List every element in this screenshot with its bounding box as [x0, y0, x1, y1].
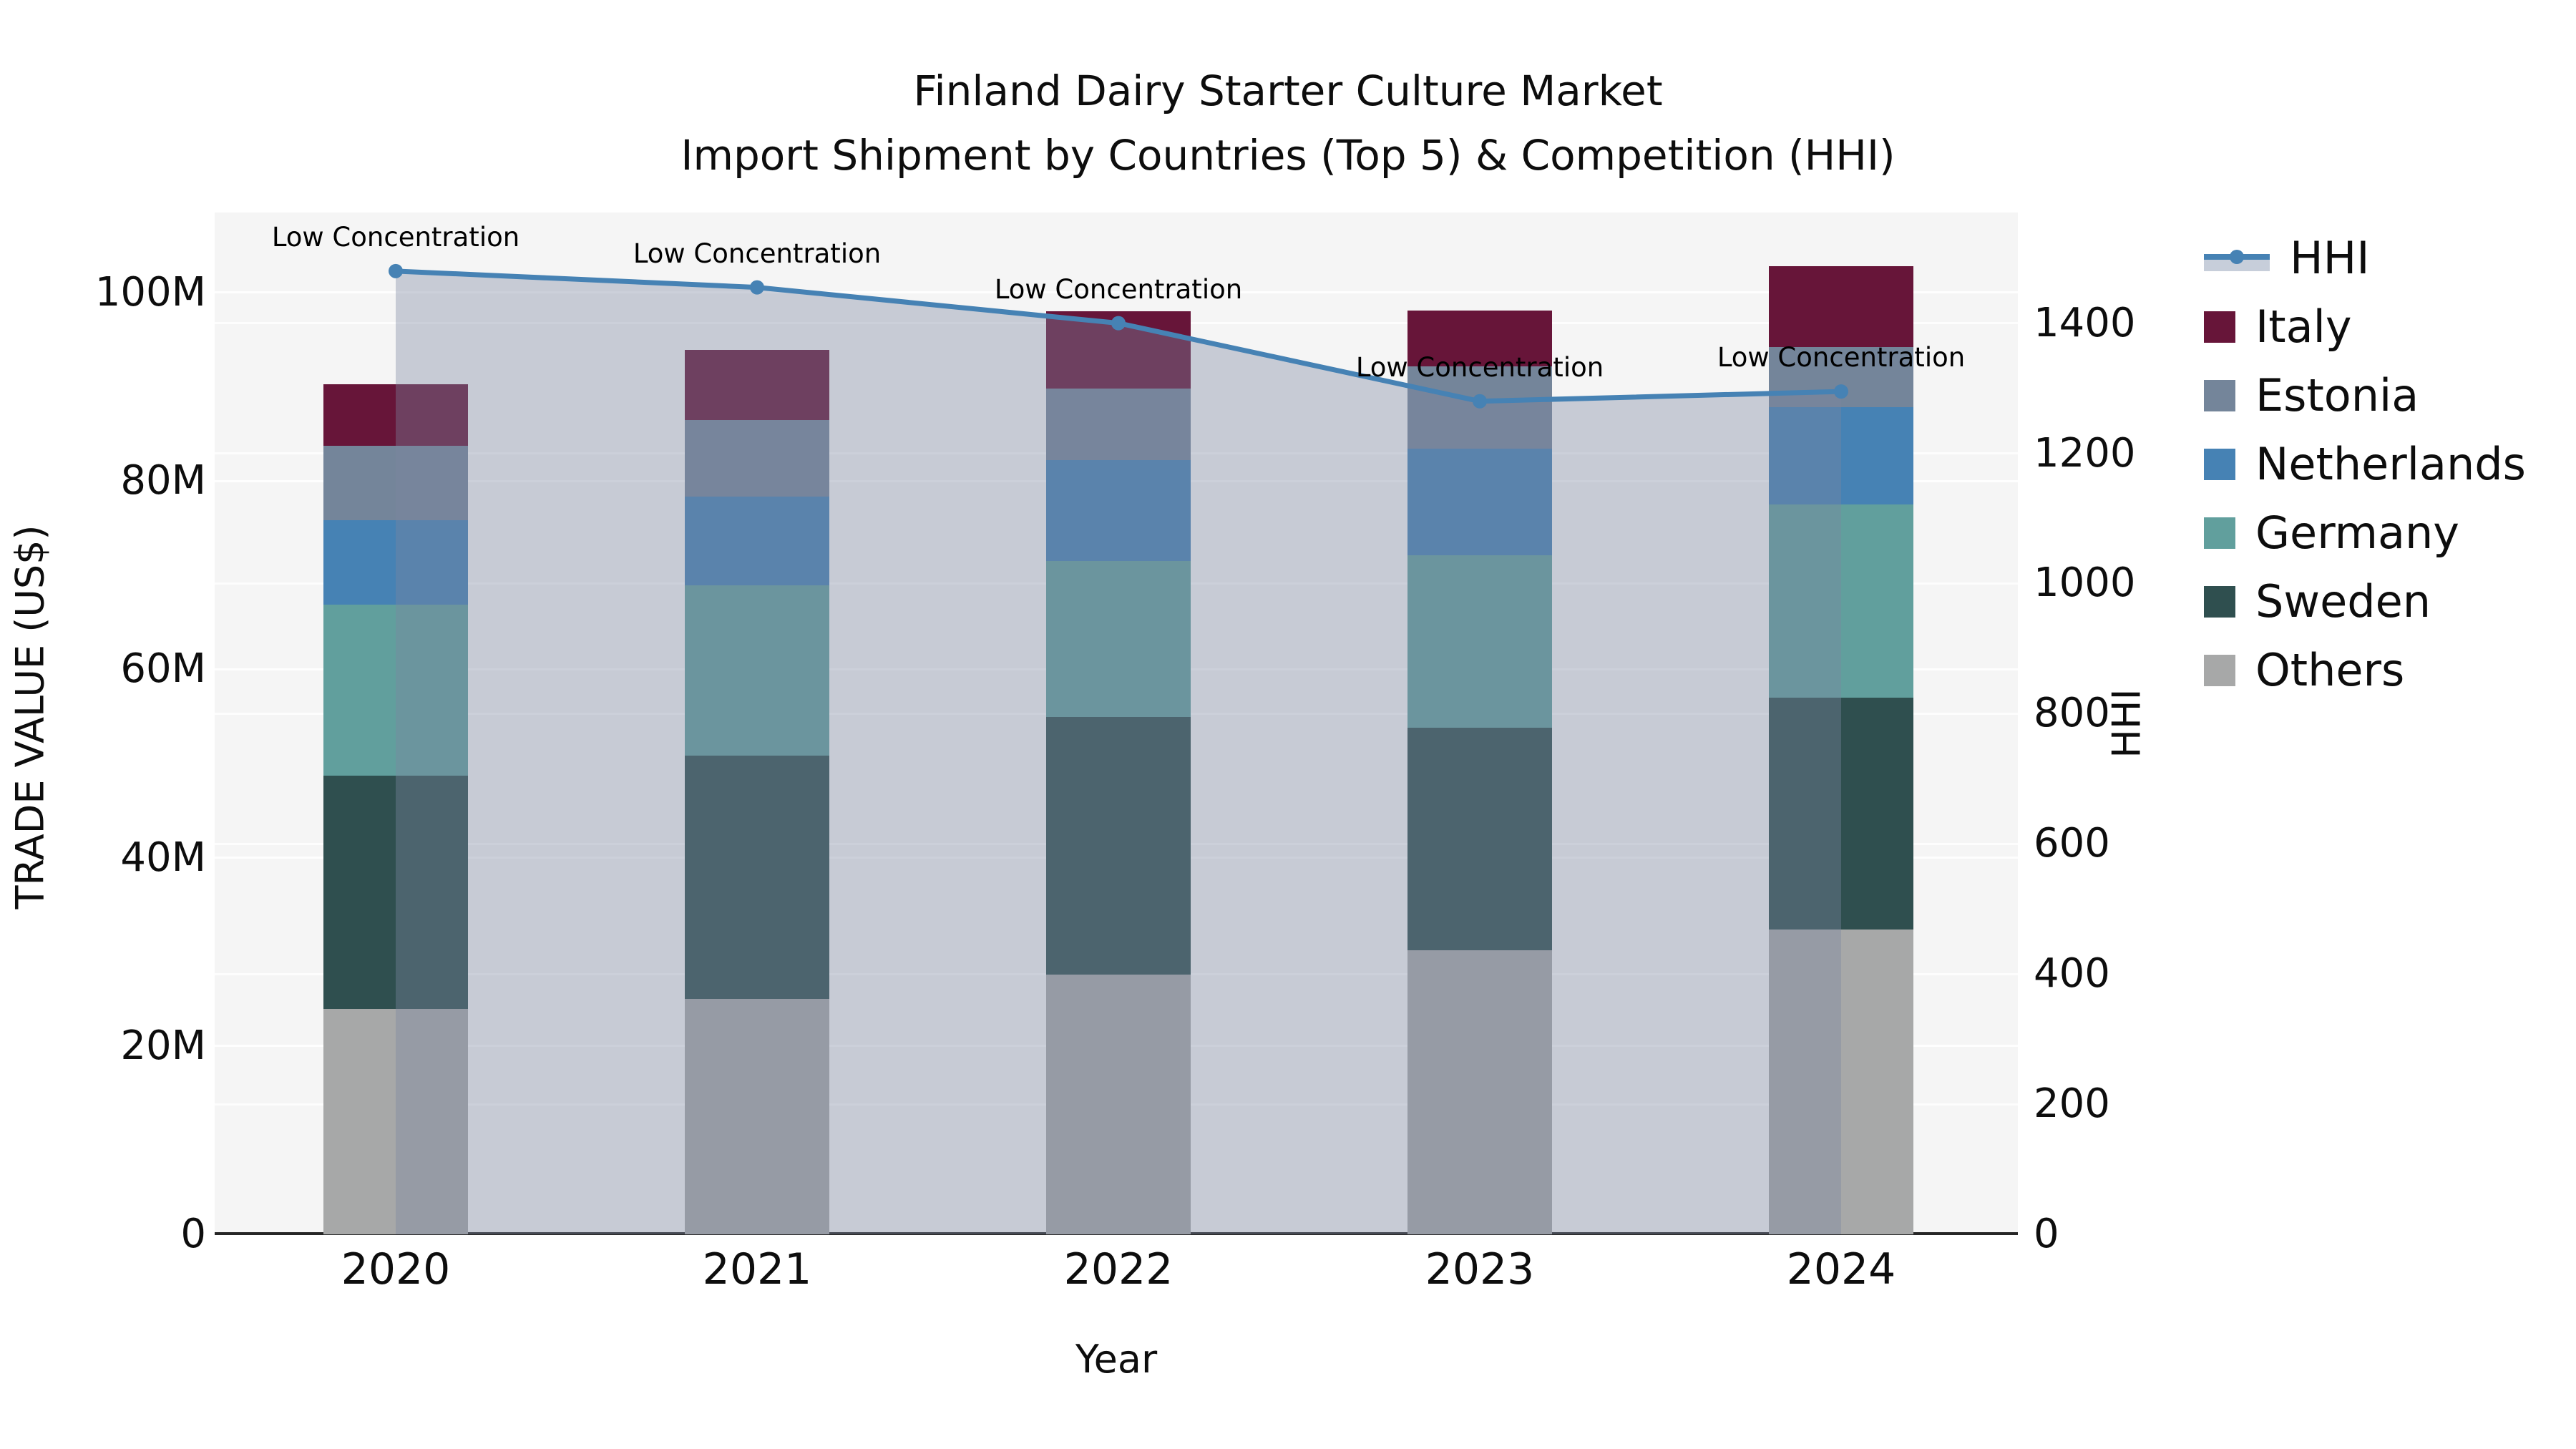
legend-label-hhi: HHI	[2290, 232, 2370, 284]
y-tick-left-60M: 60M	[120, 645, 206, 693]
bar-segment-others-2024	[1769, 929, 1913, 1234]
bar-segment-germany-2022	[1046, 560, 1191, 718]
legend-item-hhi: HHI	[2204, 232, 2576, 284]
hhi-area-fill	[396, 270, 1841, 1234]
y-tick-left-100M: 100M	[94, 268, 206, 316]
bar-segment-sweden-2024	[1769, 697, 1913, 930]
bar-segment-others-2023	[1407, 950, 1552, 1234]
annotation-low-concentration-2023: Low Concentration	[1355, 351, 1604, 383]
y-tick-right-600: 600	[2034, 820, 2110, 867]
y-tick-right-1400: 1400	[2034, 299, 2136, 346]
chart-title-line2: Import Shipment by Countries (Top 5) & C…	[680, 131, 1896, 180]
legend-swatch-estonia	[2204, 380, 2235, 411]
bar-segment-netherlands-2023	[1407, 449, 1552, 556]
annotation-low-concentration-2024: Low Concentration	[1717, 342, 1966, 374]
legend-swatch-others	[2204, 655, 2235, 686]
bar-segment-italy-2020	[323, 384, 468, 447]
y-tick-right-1200: 1200	[2034, 429, 2136, 477]
x-tick-2024: 2024	[1786, 1244, 1896, 1294]
legend-label-sweden: Sweden	[2255, 575, 2431, 628]
x-axis-label: Year	[1075, 1337, 1158, 1382]
x-tick-2022: 2022	[1063, 1244, 1174, 1294]
bar-segment-others-2021	[685, 998, 829, 1234]
hhi-line-icon	[2204, 243, 2270, 274]
chart-title-line1: Finland Dairy Starter Culture Market	[913, 67, 1663, 115]
legend-item-germany: Germany	[2204, 507, 2576, 559]
bar-segment-germany-2020	[323, 604, 468, 776]
y-tick-left-80M: 80M	[120, 457, 206, 504]
legend-item-italy: Italy	[2204, 301, 2576, 353]
hhi-marker-swatch	[2230, 250, 2244, 264]
x-tick-2021: 2021	[702, 1244, 812, 1294]
bar-segment-estonia-2022	[1046, 389, 1191, 461]
bar-segment-italy-2024	[1769, 266, 1913, 348]
legend: HHI Italy Estonia Netherlands Germany Sweden O…	[2204, 232, 2576, 717]
bar-segment-germany-2024	[1769, 504, 1913, 698]
hhi-line-layer	[389, 263, 1848, 1234]
y-tick-right-1000: 1000	[2034, 560, 2136, 607]
bar-segment-sweden-2023	[1407, 727, 1552, 950]
bar-segment-germany-2023	[1407, 555, 1552, 728]
legend-label-others: Others	[2255, 644, 2405, 696]
hhi-marker	[1834, 384, 1848, 399]
bar-segment-italy-2023	[1407, 310, 1552, 366]
legend-label-netherlands: Netherlands	[2255, 438, 2526, 490]
bar-segment-netherlands-2022	[1046, 460, 1191, 561]
bar-segment-estonia-2021	[685, 419, 829, 497]
legend-label-germany: Germany	[2255, 507, 2459, 559]
legend-swatch-netherlands	[2204, 449, 2235, 480]
hhi-marker	[1473, 394, 1487, 409]
bar-segment-italy-2021	[685, 350, 829, 420]
bar-segment-netherlands-2024	[1769, 407, 1913, 504]
y-tick-left-0: 0	[180, 1211, 206, 1257]
legend-swatch-sweden	[2204, 586, 2235, 618]
hhi-marker	[750, 280, 764, 295]
y-tick-left-20M: 20M	[120, 1022, 206, 1069]
bar-segment-sweden-2020	[323, 776, 468, 1010]
bar-segment-sweden-2022	[1046, 717, 1191, 975]
legend-label-estonia: Estonia	[2255, 369, 2419, 421]
y-tick-right-400: 400	[2034, 950, 2110, 997]
bar-segment-germany-2021	[685, 585, 829, 756]
bar-segment-estonia-2020	[323, 446, 468, 521]
legend-item-others: Others	[2204, 648, 2576, 693]
bar-segment-netherlands-2021	[685, 497, 829, 586]
y-tick-right-200: 200	[2034, 1080, 2110, 1128]
y-tick-left-40M: 40M	[120, 834, 206, 881]
bar-segment-others-2020	[323, 1009, 468, 1234]
gridline-left-axis	[215, 291, 2018, 294]
legend-swatch-italy	[2204, 311, 2235, 343]
legend-label-italy: Italy	[2255, 301, 2352, 353]
legend-item-netherlands: Netherlands	[2204, 438, 2576, 490]
annotation-low-concentration-2021: Low Concentration	[633, 238, 882, 269]
y-tick-right-0: 0	[2034, 1211, 2059, 1257]
bar-segment-others-2022	[1046, 974, 1191, 1234]
plot-area: Low Concentration Low Concentration Low Co…	[215, 213, 2018, 1234]
hhi-marker	[1111, 316, 1126, 331]
x-tick-2020: 2020	[341, 1244, 451, 1294]
hhi-marker	[389, 263, 403, 278]
y-tick-right-800: 800	[2034, 690, 2110, 737]
bar-segment-sweden-2021	[685, 756, 829, 999]
annotation-low-concentration-2020: Low Concentration	[271, 221, 520, 253]
annotation-low-concentration-2022: Low Concentration	[994, 273, 1243, 305]
legend-swatch-germany	[2204, 517, 2235, 549]
legend-item-estonia: Estonia	[2204, 369, 2576, 421]
hhi-area-swatch	[2204, 257, 2270, 271]
legend-item-sweden: Sweden	[2204, 575, 2576, 628]
x-tick-2023: 2023	[1425, 1244, 1535, 1294]
bar-segment-netherlands-2020	[323, 520, 468, 605]
